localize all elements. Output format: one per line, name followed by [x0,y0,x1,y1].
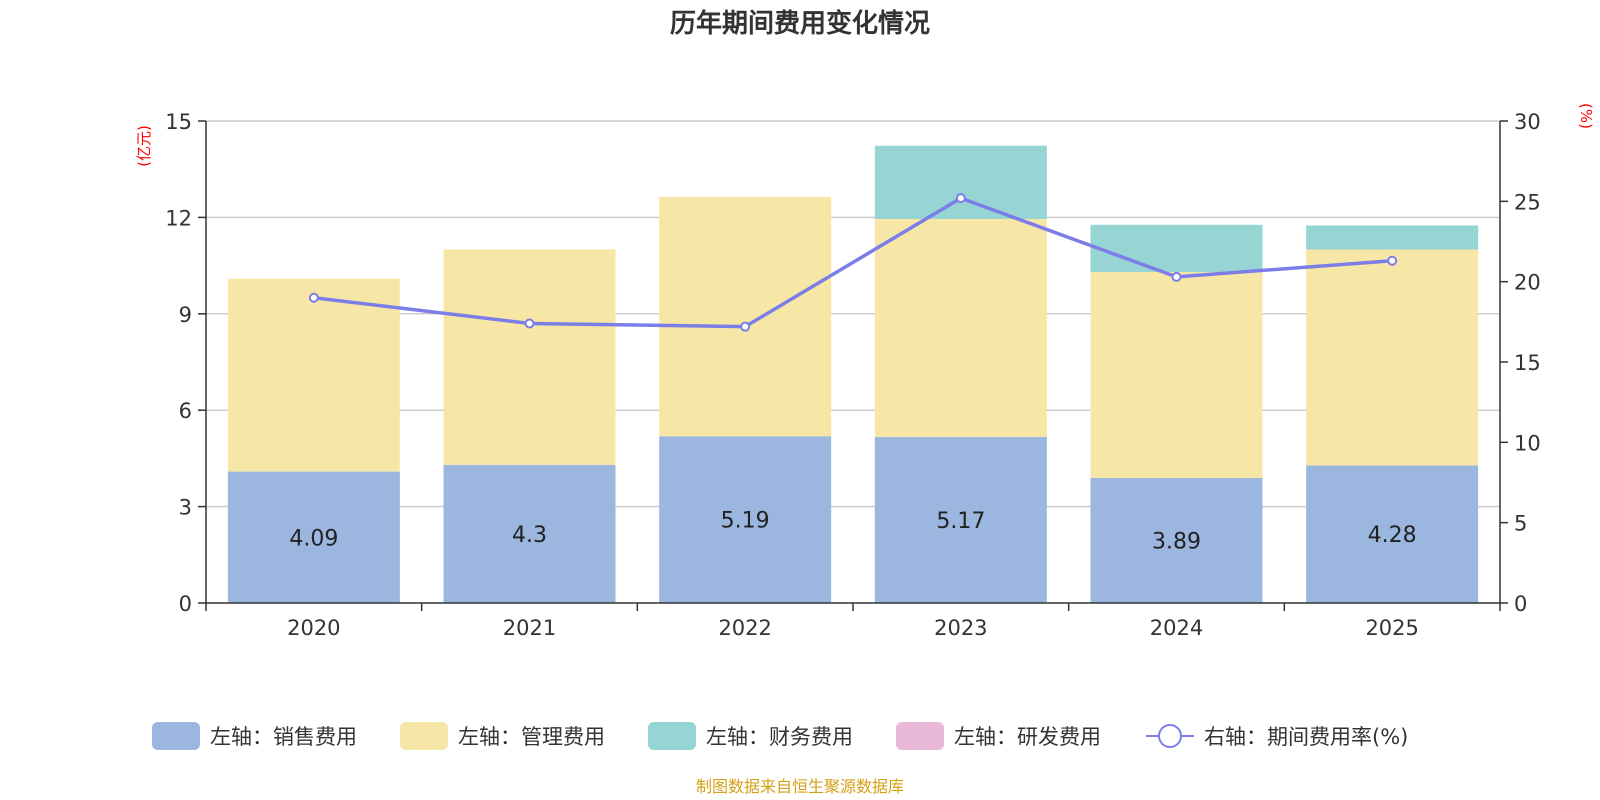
bar-data-label: 5.17 [936,509,985,534]
legend-label: 左轴：财务费用 [706,725,853,749]
rate-line-point[interactable] [740,321,751,332]
legend-label: 左轴：管理费用 [458,725,605,749]
bar-segment-3[interactable] [1306,225,1479,250]
bar-segment-1[interactable] [659,436,832,603]
left-axis-tick-label: 9 [179,303,192,327]
rate-line-group [308,193,1398,332]
rate-line-point[interactable] [1387,255,1398,266]
bar-data-label: 5.19 [721,509,770,534]
legend[interactable]: 左轴：销售费用 左轴：管理费用 左轴：财务费用 左轴：研发费用 右轴：期间费用率(%) [152,722,1408,750]
bar-segment-1[interactable] [443,464,616,603]
left-axis-unit: (亿元) [135,125,153,167]
left-axis-tick-label: 3 [179,496,192,520]
legend-swatch [896,722,944,750]
legend-label: 左轴：销售费用 [210,725,357,749]
bar-segment-3[interactable] [1090,224,1263,273]
bar-segment-1[interactable] [1306,465,1479,603]
bar-segment-2[interactable] [1090,272,1263,479]
legend-swatch [400,722,448,750]
legend-item-2[interactable]: 左轴：管理费用 [400,722,605,750]
right-axis-tick-label: 5 [1514,512,1527,536]
bar-segment-2[interactable] [659,196,832,437]
rate-line-point[interactable] [308,292,319,303]
bar-group: 4.09 4.3 5.19 5.17 3.89 4.28 [227,145,1479,603]
bar-segment-3[interactable] [874,145,1047,220]
bar-segment-2[interactable] [227,278,400,472]
legend-item-1[interactable]: 左轴：销售费用 [152,722,357,750]
x-axis-tick-label: 2024 [1150,616,1203,640]
bar-segment-1[interactable] [874,436,1047,603]
rate-line-point[interactable] [524,318,535,329]
bar-data-label: 3.89 [1152,530,1201,555]
x-axis-tick-label: 2025 [1365,616,1418,640]
x-axis-tick-label: 2020 [287,616,340,640]
x-axis-tick-label: 2023 [934,616,987,640]
legend-label: 右轴：期间费用率(%) [1204,725,1408,749]
legend-item-5[interactable]: 右轴：期间费用率(%) [1146,724,1408,749]
source-note: 制图数据来自恒生聚源数据库 [696,777,904,796]
legend-item-3[interactable]: 左轴：财务费用 [648,722,853,750]
legend-label: 左轴：研发费用 [954,725,1101,749]
bar-segment-1[interactable] [1090,478,1263,603]
left-axis-tick-label: 12 [165,206,192,230]
right-axis-tick-label: 0 [1514,592,1527,616]
legend-marker-icon [1158,724,1182,748]
bar-segment-2[interactable] [443,249,616,465]
right-axis-tick-label: 15 [1514,351,1541,375]
rate-line-point[interactable] [955,193,966,204]
right-axis-unit: (%) [1577,103,1595,129]
rate-line [313,196,1393,329]
right-axis-tick-label: 30 [1514,110,1541,134]
x-axis-tick-label: 2021 [503,616,556,640]
legend-swatch [152,722,200,750]
bar-segment-2[interactable] [1306,249,1479,466]
left-axis-tick-label: 0 [179,592,192,616]
legend-swatch [648,722,696,750]
bar-segment-2[interactable] [874,219,1047,437]
bar-segment-1[interactable] [227,471,400,603]
chart-title: 历年期间费用变化情况 [670,8,930,39]
left-axis-tick-label: 15 [165,110,192,134]
bar-data-label: 4.3 [512,523,547,548]
rate-line-point[interactable] [1171,271,1182,282]
bar-data-label: 4.28 [1368,523,1417,548]
left-axis-tick-label: 6 [179,399,192,423]
x-axis-tick-label: 2022 [718,616,771,640]
right-axis-tick-label: 25 [1514,190,1541,214]
right-axis-tick-label: 10 [1514,431,1541,455]
right-axis-tick-label: 20 [1514,271,1541,295]
grid-lines [206,120,1500,508]
legend-item-4[interactable]: 左轴：研发费用 [896,722,1101,750]
bar-data-label: 4.09 [289,526,338,551]
